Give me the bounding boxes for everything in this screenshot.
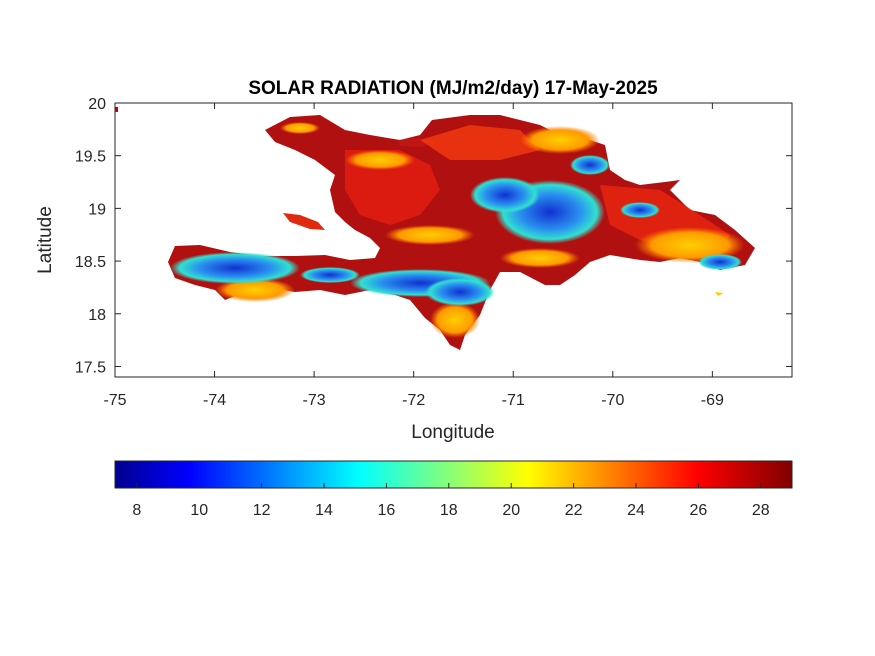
x-tick-label: -70: [601, 392, 624, 409]
x-tick-label: -75: [103, 392, 126, 409]
colorbar-tick-label: 20: [502, 502, 520, 519]
colorbar-tick-label: 22: [565, 502, 583, 519]
colorbar-tick-label: 28: [752, 502, 770, 519]
y-tick-label: 17.5: [75, 359, 106, 376]
y-tick-label: 20: [88, 96, 106, 113]
colorbar-tick-label: 16: [378, 502, 396, 519]
map-heatmap: [115, 107, 755, 350]
y-tick-label: 19.5: [75, 149, 106, 166]
y-axis: 17.5 18 18.5 19 19.5 20: [75, 96, 792, 376]
x-tick-label: -69: [701, 392, 724, 409]
x-tick-label: -73: [303, 392, 326, 409]
x-axis-label: Longitude: [411, 422, 494, 443]
x-tick-label: -74: [203, 392, 226, 409]
x-tick-label: -72: [402, 392, 425, 409]
chart-title: SOLAR RADIATION (MJ/m2/day) 17-May-2025: [248, 78, 658, 99]
colorbar-tick-label: 26: [690, 502, 708, 519]
colorbar-tick-label: 14: [315, 502, 333, 519]
x-tick-label: -71: [502, 392, 525, 409]
colorbar-tick-label: 24: [627, 502, 645, 519]
x-axis: -75 -74 -73 -72 -71 -70 -69: [103, 103, 724, 409]
colorbar-tick-label: 18: [440, 502, 458, 519]
colorbar-ticks: 8 10 12 14 16 18 20 22 24 26 28: [132, 483, 770, 519]
y-tick-label: 19: [88, 201, 106, 218]
y-tick-label: 18: [88, 307, 106, 324]
colorbar-tick-label: 10: [190, 502, 208, 519]
island-saona: [715, 292, 724, 296]
colorbar: [114, 460, 793, 489]
y-axis-label: Latitude: [35, 206, 56, 274]
y-tick-label: 18.5: [75, 254, 106, 271]
island-gonave: [283, 213, 325, 230]
colorbar-tick-label: 12: [253, 502, 271, 519]
colorbar-tick-label: 8: [132, 502, 141, 519]
